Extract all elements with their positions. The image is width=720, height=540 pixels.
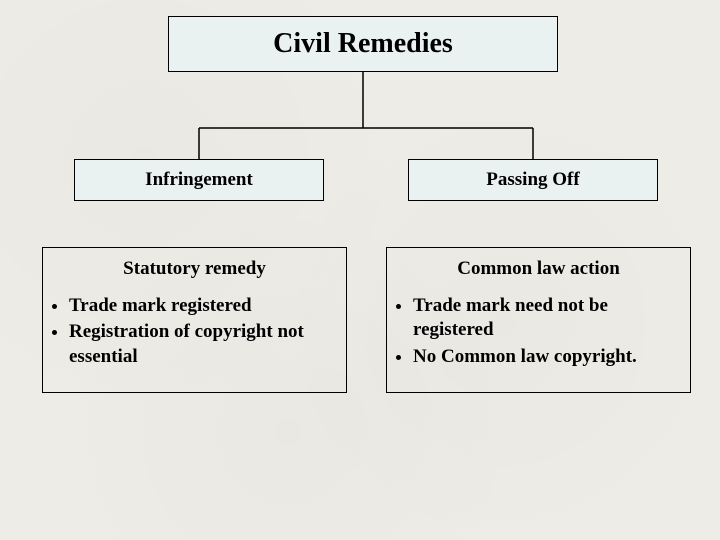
bullet-item: Registration of copyright not essential	[69, 320, 336, 369]
detail-infringement: Statutory remedy Trade mark registeredRe…	[42, 247, 347, 393]
detail-passing-off: Common law action Trade mark need not be…	[386, 247, 691, 393]
detail-passing-off-bullets: Trade mark need not be registeredNo Comm…	[387, 294, 690, 383]
bullet-item: Trade mark registered	[69, 294, 336, 318]
branch-infringement: Infringement	[74, 159, 324, 201]
branch-passing-off-label: Passing Off	[486, 169, 579, 191]
branch-passing-off: Passing Off	[408, 159, 658, 201]
root-node: Civil Remedies	[168, 16, 558, 72]
detail-passing-off-title: Common law action	[387, 248, 690, 294]
root-node-label: Civil Remedies	[273, 28, 453, 60]
detail-infringement-title: Statutory remedy	[43, 248, 346, 294]
bullet-item: Trade mark need not be registered	[413, 294, 680, 343]
detail-infringement-bullets: Trade mark registeredRegistration of cop…	[43, 294, 346, 383]
bullet-item: No Common law copyright.	[413, 345, 680, 369]
branch-infringement-label: Infringement	[145, 169, 253, 191]
